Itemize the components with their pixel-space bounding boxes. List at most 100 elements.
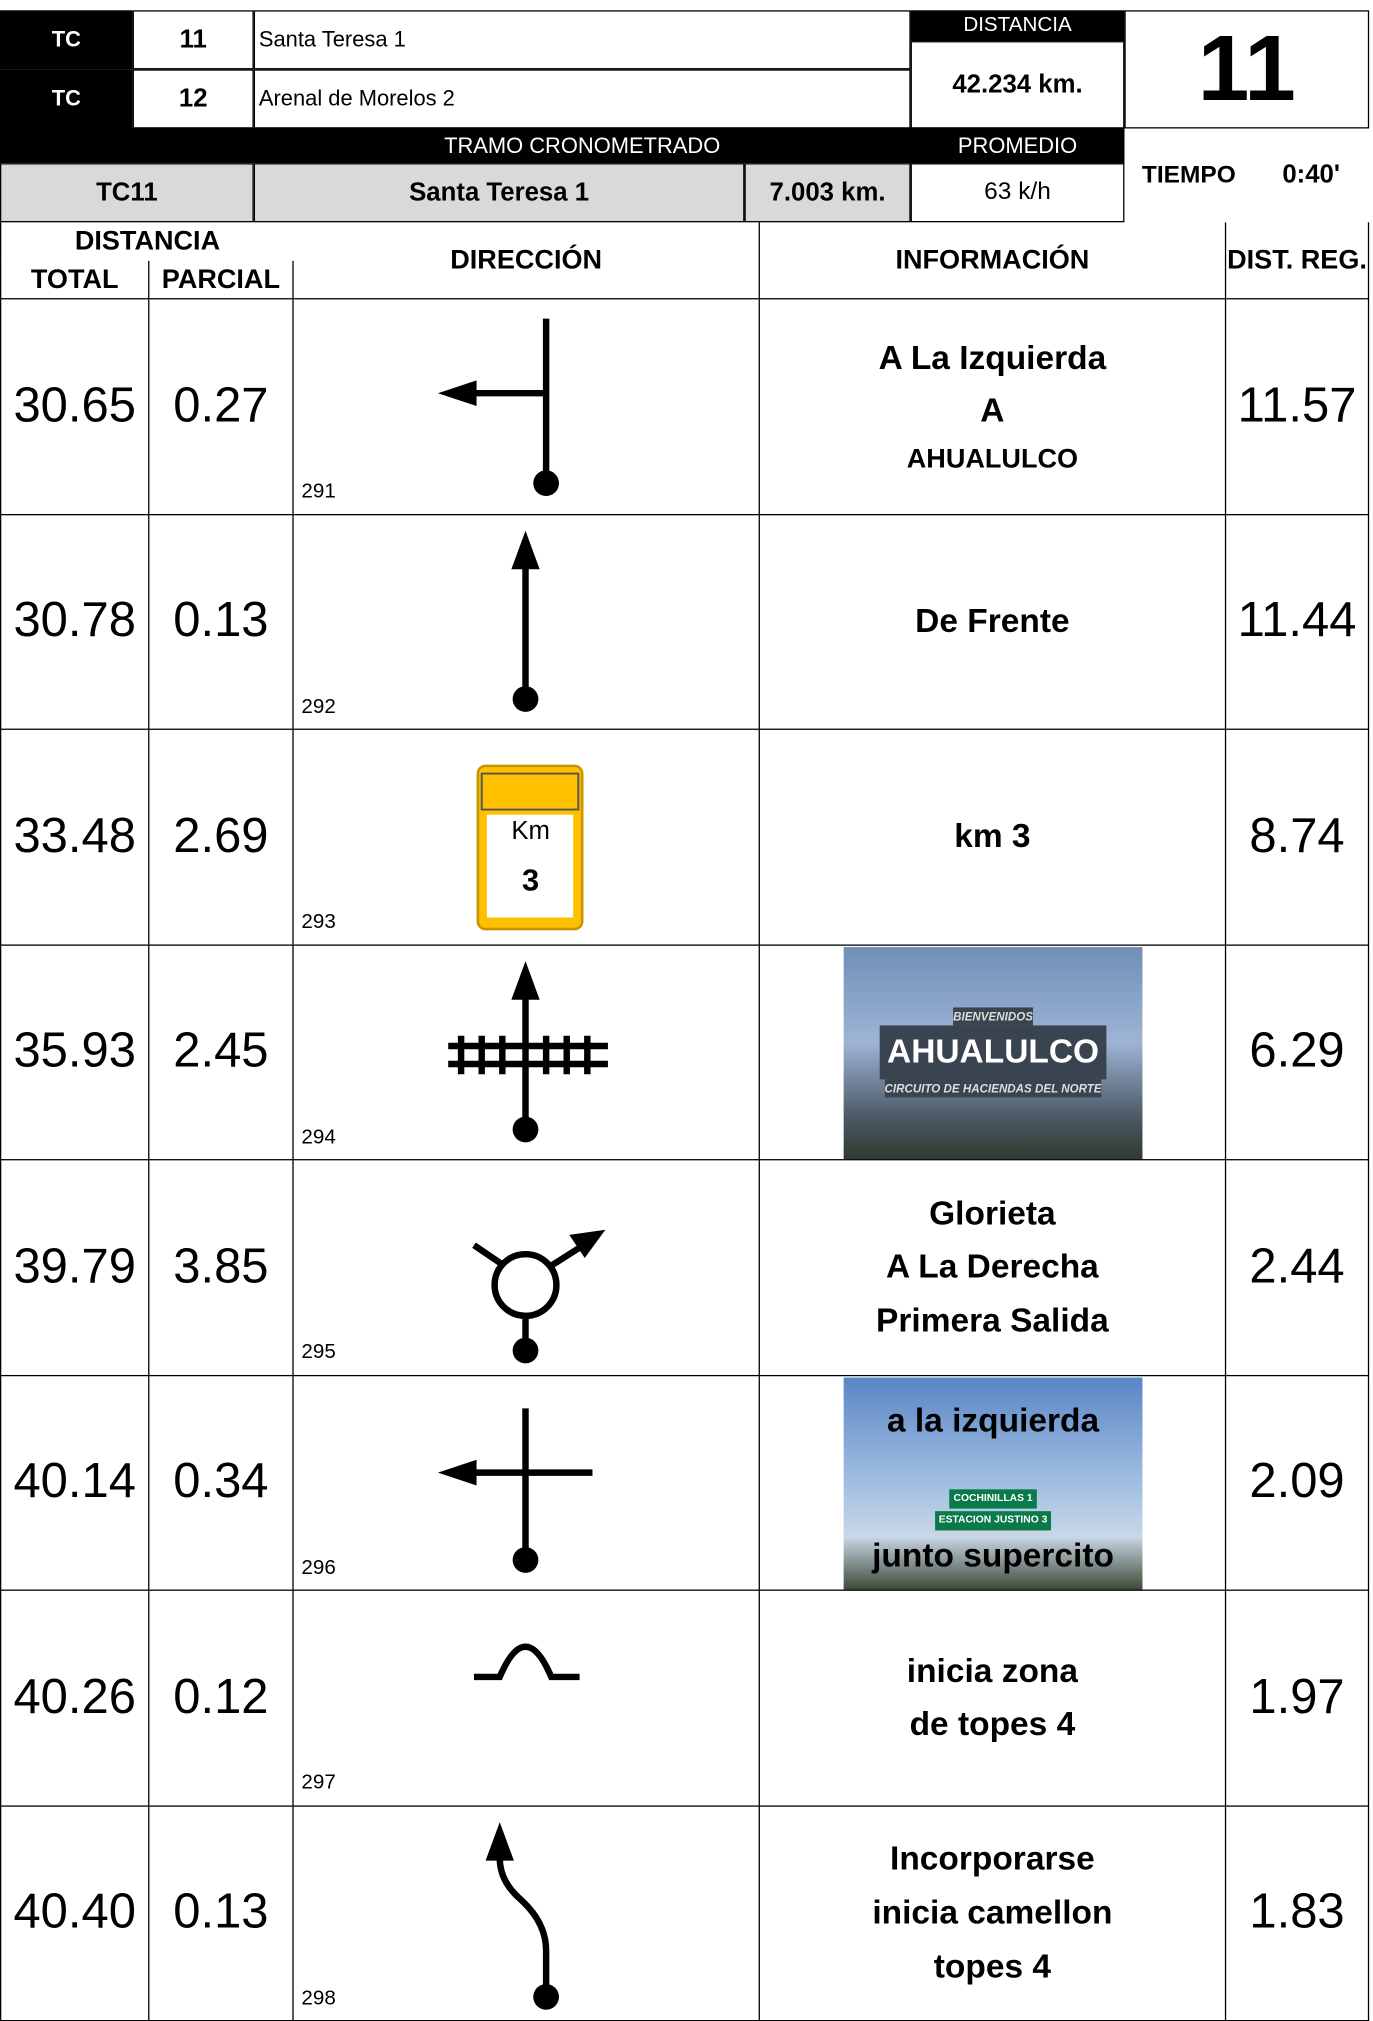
big-number: 11 [1124, 10, 1370, 129]
promedio-label: PROMEDIO [910, 128, 1125, 164]
informacion-cell: km 3 [759, 729, 1227, 946]
total: 39.79 [0, 1160, 150, 1376]
dist-reg: 6.29 [1226, 945, 1370, 1161]
tc-number: 11 [132, 10, 254, 70]
direccion-cell: 291 [293, 299, 760, 515]
direction-icon: Km 3 [476, 764, 584, 931]
step-number: 293 [301, 911, 336, 933]
info-line: A [980, 391, 1005, 430]
sign-text: 3 [522, 863, 539, 898]
total: 35.93 [0, 945, 150, 1161]
info-line: inicia camellon [872, 1892, 1113, 1932]
total: 33.48 [0, 729, 150, 946]
informacion-cell: Incorporarse inicia camellon topes 4 [759, 1806, 1227, 2021]
direccion-cell: 295 [293, 1160, 760, 1376]
info-line: topes 4 [933, 1946, 1052, 1985]
total: 30.78 [0, 514, 150, 730]
distancia-label: DISTANCIA [910, 10, 1125, 42]
parcial: 0.34 [149, 1375, 294, 1591]
dist-reg: 11.57 [1226, 299, 1370, 515]
step-number: 295 [301, 1341, 336, 1364]
photo-text: AHUALULCO [879, 1026, 1107, 1080]
info-line: de topes 4 [909, 1704, 1076, 1743]
parcial: 3.85 [149, 1160, 294, 1376]
photo-text: CIRCUITO DE HACIENDAS DEL NORTE [884, 1079, 1102, 1098]
dist-reg: 11.44 [1226, 514, 1370, 730]
stage-distance: 7.003 km. [744, 163, 911, 223]
tiempo-label: TIEMPO [1141, 161, 1236, 189]
dist-reg: 8.74 [1226, 729, 1370, 946]
step-number: 294 [301, 1126, 336, 1149]
th-distancia: DISTANCIA [0, 222, 294, 261]
step-number: 292 [301, 695, 336, 718]
total: 30.65 [0, 299, 150, 515]
informacion-cell: Glorieta A La Derecha Primera Salida [759, 1160, 1227, 1376]
direction-icon [473, 1643, 580, 1681]
total: 40.14 [0, 1375, 150, 1591]
direccion-cell: 298 [293, 1806, 760, 2021]
stage-code: TC11 [0, 163, 254, 223]
info-line: Primera Salida [876, 1300, 1109, 1340]
info-line: Glorieta [929, 1193, 1056, 1233]
stage-promedio: 63 k/h [910, 163, 1125, 223]
direction-icon [472, 1229, 606, 1364]
photo: BIENVENIDOS AHUALULCO CIRCUITO DE HACIENDA… [843, 946, 1143, 1160]
dist-reg: 1.97 [1226, 1590, 1370, 1807]
tc-label: TC [0, 10, 133, 70]
total: 40.26 [0, 1590, 150, 1807]
th-total: TOTAL [0, 260, 150, 300]
photo-text: BIENVENIDOS [953, 1007, 1033, 1027]
direction-icon [437, 1407, 593, 1573]
direccion-cell: 294 [293, 945, 760, 1161]
direccion-cell: 296 [293, 1375, 760, 1591]
sign-text: Km [511, 817, 550, 845]
tc-name: Santa Teresa 1 [253, 10, 911, 70]
informacion-cell: BIENVENIDOS AHUALULCO CIRCUITO DE HACIENDA… [759, 945, 1227, 1161]
th-parcial: PARCIAL [149, 260, 294, 300]
tiempo: 0:40' [1282, 160, 1341, 189]
th-dist-reg: DIST. REG. [1226, 222, 1370, 300]
stage-name: Santa Teresa 1 [253, 163, 745, 223]
parcial: 2.45 [149, 945, 294, 1161]
info-line: AHUALULCO [906, 444, 1079, 475]
info-line: a la izquierda [886, 1400, 1100, 1439]
step-number: 296 [301, 1556, 336, 1579]
info-line: A La Derecha [886, 1247, 1099, 1286]
photo: COCHINILLAS 1 ESTACION JUSTINO 3 [843, 1376, 1143, 1590]
info-line: km 3 [954, 816, 1031, 856]
informacion-cell: A La Izquierda A AHUALULCO [759, 299, 1227, 515]
informacion-cell: De Frente [759, 514, 1227, 730]
informacion-cell: inicia zona de topes 4 [759, 1590, 1227, 1807]
direccion-cell: Km 3 293 [293, 729, 760, 946]
direccion-cell: 292 [293, 514, 760, 730]
tc-label: TC [0, 69, 133, 129]
info-line: Incorporarse [890, 1839, 1095, 1878]
parcial: 2.69 [149, 729, 294, 946]
dist-reg: 1.83 [1226, 1806, 1370, 2021]
direccion-cell: 297 [293, 1590, 760, 1807]
info-line: inicia zona [906, 1650, 1078, 1690]
direction-icon [448, 960, 608, 1142]
direction-icon [485, 1821, 559, 2010]
parcial: 0.13 [149, 1806, 294, 2021]
photo-text: COCHINILLAS 1 [949, 1489, 1037, 1509]
tc-name: Arenal de Morelos 2 [253, 69, 911, 129]
info-line: junto supercito [872, 1535, 1114, 1574]
distancia: 42.234 km. [910, 41, 1125, 129]
info-line: A La Izquierda [878, 337, 1107, 377]
parcial: 0.12 [149, 1590, 294, 1807]
dist-reg: 2.09 [1226, 1375, 1370, 1591]
th-informacion: INFORMACIÓN [759, 222, 1227, 300]
th-direccion: DIRECCIÓN [293, 222, 760, 300]
info-line: De Frente [915, 601, 1070, 640]
dist-reg: 2.44 [1226, 1160, 1370, 1376]
tramo-label: TRAMO CRONOMETRADO [253, 128, 911, 164]
photo-text: ESTACION JUSTINO 3 [934, 1511, 1052, 1531]
direction-icon [437, 318, 559, 497]
direction-icon [511, 530, 540, 712]
total: 40.40 [0, 1806, 150, 2021]
step-number: 291 [301, 480, 336, 503]
